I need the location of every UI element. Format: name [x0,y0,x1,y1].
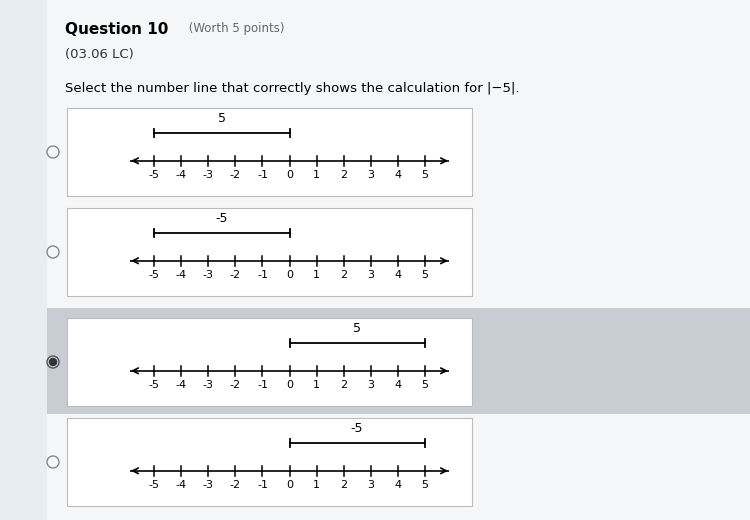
FancyBboxPatch shape [67,108,472,196]
Text: -4: -4 [176,480,187,490]
Text: (03.06 LC): (03.06 LC) [65,48,134,61]
Text: 2: 2 [340,270,347,280]
Text: 1: 1 [313,170,320,180]
Text: Select the number line that correctly shows the calculation for |−5|.: Select the number line that correctly sh… [65,82,520,95]
Text: -5: -5 [149,170,160,180]
FancyBboxPatch shape [67,418,472,506]
Text: 5: 5 [421,170,428,180]
Text: 4: 4 [394,380,401,390]
Text: 4: 4 [394,480,401,490]
Text: 0: 0 [286,170,293,180]
Text: 4: 4 [394,170,401,180]
Bar [47,308,750,414]
Text: 1: 1 [313,270,320,280]
Text: -2: -2 [230,270,241,280]
Text: -3: -3 [203,170,214,180]
Text: 1: 1 [313,480,320,490]
Text: 2: 2 [340,480,347,490]
Text: -3: -3 [203,480,214,490]
Text: 0: 0 [286,380,293,390]
FancyBboxPatch shape [67,208,472,296]
Text: Question 10: Question 10 [65,22,168,37]
Text: -5: -5 [351,422,363,435]
Text: 2: 2 [340,170,347,180]
FancyBboxPatch shape [67,318,472,406]
Text: -1: -1 [257,270,268,280]
Text: 0: 0 [286,270,293,280]
Text: 3: 3 [367,380,374,390]
Text: (Worth 5 points): (Worth 5 points) [185,22,284,35]
Text: 3: 3 [367,170,374,180]
Text: -4: -4 [176,270,187,280]
Text: -4: -4 [176,170,187,180]
Text: -5: -5 [216,212,228,225]
Text: -1: -1 [257,170,268,180]
Text: 5: 5 [421,480,428,490]
Text: 3: 3 [367,480,374,490]
Circle shape [50,358,56,366]
Text: -3: -3 [203,270,214,280]
Text: -3: -3 [203,380,214,390]
Text: 5: 5 [421,270,428,280]
Text: 1: 1 [313,380,320,390]
Text: 5: 5 [421,380,428,390]
Text: -2: -2 [230,480,241,490]
Text: 3: 3 [367,270,374,280]
Text: 5: 5 [353,322,361,335]
Text: -1: -1 [257,480,268,490]
Text: -1: -1 [257,380,268,390]
Text: 4: 4 [394,270,401,280]
Text: -5: -5 [149,270,160,280]
Text: -4: -4 [176,380,187,390]
Text: -5: -5 [149,380,160,390]
Text: -5: -5 [149,480,160,490]
Text: 0: 0 [286,480,293,490]
Text: -2: -2 [230,380,241,390]
Text: 2: 2 [340,380,347,390]
Text: -2: -2 [230,170,241,180]
Text: 5: 5 [218,112,226,125]
